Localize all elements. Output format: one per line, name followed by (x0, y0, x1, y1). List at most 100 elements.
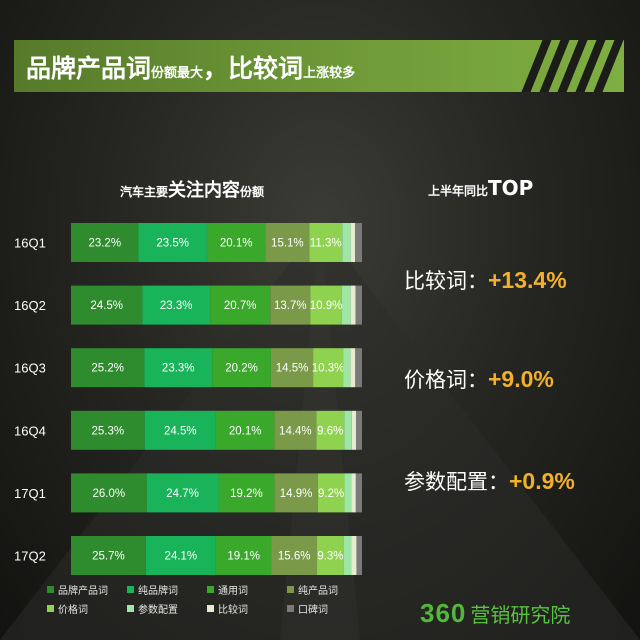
top-title: 上半年同比TOP (428, 176, 533, 200)
data-label: 14.4% (279, 425, 312, 437)
data-label: 25.7% (92, 551, 125, 563)
bar-segment (270, 285, 311, 325)
bar-segment (274, 473, 318, 513)
bar-segment (351, 536, 357, 575)
top-title-prefix: 上半年同比 (428, 184, 489, 198)
bar-segment (146, 473, 219, 513)
legend-item: 通用词 (207, 582, 287, 597)
bar-segment (71, 536, 146, 575)
legend-swatch (47, 605, 54, 612)
bar-segment (145, 536, 216, 575)
brand-logo: 360 营销研究院 (420, 598, 570, 629)
bar-segment (355, 285, 362, 325)
data-label: 9.2% (318, 488, 344, 500)
data-label: 14.5% (276, 363, 309, 375)
headline-part2: 比较词 (228, 54, 304, 83)
legend-swatch (127, 605, 134, 612)
data-label: 19.2% (230, 488, 263, 500)
bar-segment (356, 536, 362, 575)
legend-item: 纯品牌词 (127, 582, 207, 597)
bar-segment (310, 285, 342, 325)
legend-item: 价格词 (47, 601, 127, 616)
legend-item: 参数配置 (127, 601, 207, 616)
data-label: 20.1% (229, 425, 262, 437)
data-label: 14.9% (280, 488, 313, 500)
stat-price: 价格词：+9.0% (404, 364, 554, 394)
bar-segment (210, 285, 271, 325)
bar-segment (350, 348, 356, 388)
bar-segment (351, 410, 357, 450)
legend-label: 纯产品词 (298, 586, 338, 597)
logo-number: 360 (420, 598, 467, 628)
category-label: 17Q2 (14, 549, 46, 564)
legend-swatch (207, 605, 214, 612)
data-label: 20.7% (224, 300, 257, 312)
stat-value: +9.0% (488, 366, 554, 392)
top-title-main: TOP (488, 176, 534, 200)
bar-segment (142, 285, 211, 325)
bar-segment (212, 348, 271, 388)
legend-swatch (207, 586, 214, 593)
data-label: 23.3% (160, 300, 193, 312)
legend-label: 口碑词 (298, 605, 328, 616)
category-label: 16Q4 (14, 423, 46, 438)
bar-segment (215, 536, 272, 575)
data-label: 9.6% (317, 425, 343, 437)
bar-segment (316, 410, 345, 450)
bar-segment (71, 223, 139, 262)
bar-segment (343, 536, 352, 575)
bar-segment (144, 348, 213, 388)
chart-title: 汽车主要关注内容份额 (120, 176, 264, 202)
headline: 品牌产品词份额最大，比较词上涨较多 (26, 49, 355, 85)
bar-segment (138, 223, 207, 262)
stat-config: 参数配置：+0.9% (404, 466, 575, 496)
stat-label: 比较词： (404, 269, 488, 293)
bar-segment (344, 410, 352, 450)
bar-segment (317, 473, 345, 513)
bar-segment (144, 410, 216, 450)
data-label: 24.5% (164, 425, 197, 437)
legend-item: 口碑词 (287, 601, 367, 616)
bar-segment (355, 348, 362, 388)
data-label: 23.2% (88, 238, 121, 250)
data-label: 23.5% (156, 238, 189, 250)
bar-segment (341, 285, 351, 325)
bar-segment (351, 473, 356, 513)
chart-title-prefix: 汽车主要 (120, 185, 169, 199)
bar-segment (343, 348, 351, 388)
bar-segment (355, 473, 362, 513)
category-label: 16Q2 (14, 298, 46, 313)
data-label: 25.3% (92, 425, 125, 437)
bar-segment (316, 536, 344, 575)
chart-title-suffix: 份额 (240, 185, 265, 199)
bar-segment (271, 536, 317, 575)
legend-label: 品牌产品词 (58, 586, 108, 597)
bar-segment (356, 410, 362, 450)
bar-segment (309, 223, 343, 262)
bar-segment (218, 473, 275, 513)
data-label: 10.3% (312, 363, 345, 375)
bar-segment (206, 223, 266, 262)
bar-segment (274, 410, 317, 450)
data-label: 15.1% (271, 238, 304, 250)
bar-segment (350, 285, 356, 325)
legend-swatch (127, 586, 134, 593)
bar-segment (265, 223, 310, 262)
bar-segment (344, 473, 352, 513)
legend-label: 纯品牌词 (138, 586, 178, 597)
category-label: 16Q1 (14, 236, 46, 251)
stat-label: 价格词： (404, 368, 488, 392)
legend-label: 价格词 (58, 605, 88, 616)
legend-swatch (287, 586, 294, 593)
stat-label: 参数配置： (404, 470, 509, 494)
stat-value: +13.4% (488, 267, 567, 293)
data-label: 20.2% (225, 363, 258, 375)
data-label: 25.2% (91, 363, 124, 375)
category-label: 16Q3 (14, 361, 46, 376)
bar-segment (71, 348, 145, 388)
headline-part1-sub: 份额最大 (151, 66, 204, 81)
data-label: 24.1% (165, 551, 198, 563)
headline-part1: 品牌产品词 (26, 54, 152, 83)
legend-item: 纯产品词 (287, 582, 367, 597)
